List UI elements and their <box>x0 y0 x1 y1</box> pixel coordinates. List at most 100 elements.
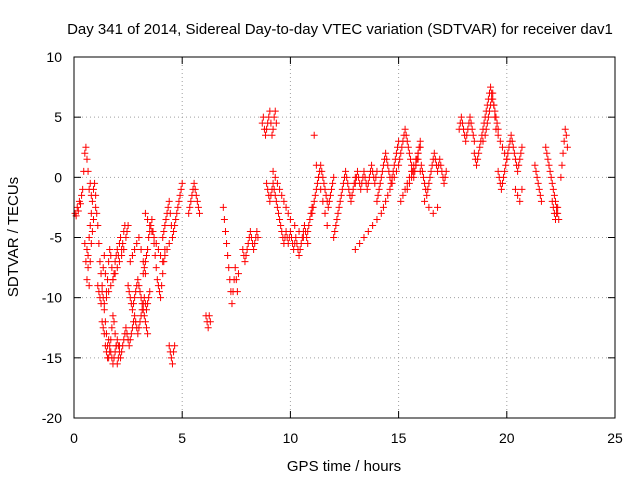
data-point <box>286 215 294 223</box>
data-point <box>170 348 178 356</box>
data-point <box>482 125 490 133</box>
data-point <box>418 167 426 175</box>
data-point <box>167 354 175 362</box>
data-point <box>549 185 557 193</box>
data-point <box>425 179 433 187</box>
x-axis-tick-labels: 0 5 10 15 20 25 <box>70 430 623 446</box>
data-point <box>231 264 239 272</box>
data-point <box>326 191 334 199</box>
data-point <box>141 258 149 266</box>
data-point <box>277 221 285 229</box>
data-point <box>83 246 91 254</box>
data-point <box>134 330 142 338</box>
data-point <box>100 252 108 260</box>
data-point <box>408 173 416 181</box>
data-point <box>469 131 477 139</box>
data-point <box>548 197 556 205</box>
data-point <box>318 167 326 175</box>
data-point <box>131 294 139 302</box>
data-point <box>517 149 525 157</box>
data-points <box>71 83 571 368</box>
data-point <box>137 246 145 254</box>
data-point <box>558 161 566 169</box>
data-point <box>466 113 474 121</box>
data-point <box>467 119 475 127</box>
data-point <box>135 282 143 290</box>
data-point <box>134 276 142 284</box>
data-point <box>382 197 390 205</box>
data-point <box>560 137 568 145</box>
data-point <box>295 252 303 260</box>
data-point <box>163 246 171 254</box>
data-point <box>74 207 82 215</box>
data-point <box>457 113 465 121</box>
data-point <box>392 167 400 175</box>
data-point <box>204 324 212 332</box>
data-point <box>306 215 314 223</box>
data-point <box>397 197 405 205</box>
data-point <box>268 131 276 139</box>
data-point <box>563 143 571 151</box>
data-point <box>405 179 413 187</box>
data-point <box>106 246 114 254</box>
data-point <box>152 264 160 272</box>
data-point <box>161 221 169 229</box>
data-point <box>157 294 165 302</box>
data-point <box>100 306 108 314</box>
data-point <box>476 143 484 151</box>
data-point <box>399 191 407 199</box>
data-point <box>330 173 338 181</box>
data-point <box>382 149 390 157</box>
data-point <box>176 191 184 199</box>
data-point <box>233 288 241 296</box>
data-point <box>429 209 437 217</box>
data-point <box>225 264 233 272</box>
y-axis-tick-labels: -20 -15 -10 -5 0 5 10 <box>42 49 62 426</box>
data-point <box>228 300 236 308</box>
data-point <box>162 215 170 223</box>
data-point <box>159 270 167 278</box>
data-point <box>533 173 541 181</box>
data-point <box>136 288 144 296</box>
data-point <box>111 330 119 338</box>
data-point <box>280 197 288 205</box>
data-point <box>278 191 286 199</box>
data-point <box>107 336 115 344</box>
data-point <box>468 125 476 133</box>
data-point <box>148 227 156 235</box>
data-point <box>330 234 338 241</box>
axis-ticks <box>73 56 616 419</box>
data-point <box>133 240 141 248</box>
data-point <box>353 167 361 175</box>
data-point <box>242 252 250 260</box>
data-point <box>536 191 544 199</box>
data-point <box>474 155 482 163</box>
data-point <box>159 258 167 266</box>
x-tick-label: 10 <box>283 430 299 446</box>
data-point <box>160 227 168 235</box>
y-tick-label: -5 <box>50 230 63 246</box>
data-point <box>383 155 391 163</box>
data-point <box>331 227 339 235</box>
data-point <box>531 161 539 169</box>
data-point <box>490 101 498 109</box>
data-point <box>118 252 126 260</box>
data-point <box>125 288 133 296</box>
data-point <box>390 173 398 181</box>
data-point <box>101 270 109 278</box>
data-point <box>397 149 405 157</box>
data-point <box>515 161 523 169</box>
data-point <box>191 185 199 193</box>
data-point <box>504 149 512 157</box>
y-axis-label: SDTVAR / TECUs <box>5 177 22 297</box>
data-point <box>502 161 510 169</box>
data-point <box>497 185 505 193</box>
data-point <box>282 203 290 211</box>
data-point <box>274 209 282 217</box>
data-point <box>310 197 318 205</box>
data-point <box>396 155 404 163</box>
x-tick-label: 0 <box>70 430 78 446</box>
data-point <box>349 185 357 193</box>
data-point <box>232 276 240 284</box>
data-point <box>514 167 522 175</box>
